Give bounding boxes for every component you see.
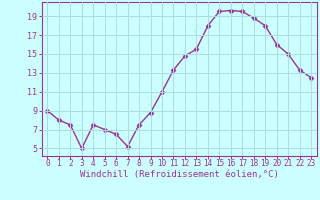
X-axis label: Windchill (Refroidissement éolien,°C): Windchill (Refroidissement éolien,°C): [80, 170, 279, 179]
